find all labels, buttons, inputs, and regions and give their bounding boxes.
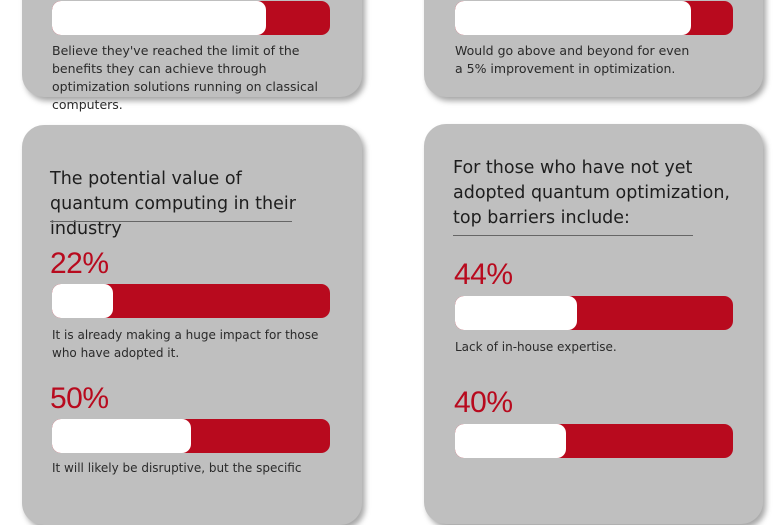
progress-bar — [455, 1, 733, 35]
bar-fill — [455, 424, 567, 458]
stat-card-improvement: Would go above and beyond for even a 5% … — [424, 0, 763, 97]
stat-description: Believe they've reached the limit of the… — [52, 43, 318, 112]
stat-value: 44% — [454, 258, 513, 291]
progress-bar — [52, 419, 330, 453]
stat-description: Lack of in-house expertise. — [455, 340, 617, 354]
card-heading: For those who have not yet adopted quant… — [453, 158, 730, 228]
stat-value: 50% — [50, 382, 109, 415]
progress-bar — [52, 284, 330, 318]
heading-divider — [453, 235, 693, 236]
stat-card-potential-value: The potential value of quantum computing… — [22, 125, 362, 525]
progress-bar — [455, 424, 733, 458]
stat-value: 22% — [50, 247, 109, 280]
bar-fill — [455, 1, 692, 35]
progress-bar — [52, 1, 330, 35]
bar-fill — [455, 296, 578, 330]
heading-divider — [50, 221, 292, 222]
bar-fill — [52, 1, 267, 35]
bar-fill — [52, 284, 114, 318]
stat-card-classical-limit: Believe they've reached the limit of the… — [22, 0, 362, 112]
stat-description: Would go above and beyond for even a 5% … — [455, 43, 690, 76]
stat-description: It will likely be disruptive, but the sp… — [52, 461, 302, 475]
stat-description: It is already making a huge impact for t… — [52, 328, 319, 360]
card-heading: The potential value of quantum computing… — [50, 169, 296, 239]
progress-bar — [455, 296, 733, 330]
stat-card-barriers: For those who have not yet adopted quant… — [424, 124, 763, 524]
bar-fill — [52, 419, 191, 453]
stat-value: 40% — [454, 386, 513, 419]
